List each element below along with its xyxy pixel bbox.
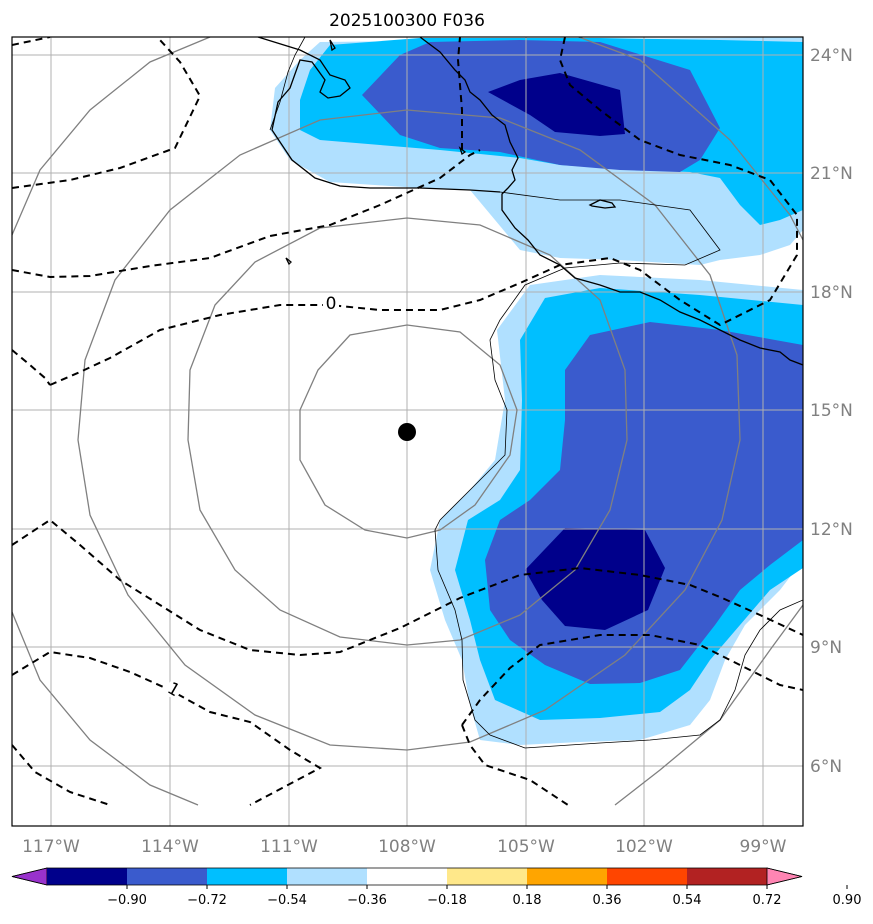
- coastline-mainland: [419, 37, 803, 366]
- colorbar-segment: [527, 868, 608, 885]
- colorbar-tick-label: 0.90: [833, 893, 862, 908]
- map-frame: [11, 36, 804, 827]
- dashed-contour-3: [12, 149, 481, 279]
- range-circle-5: [12, 611, 199, 806]
- colorbar-segment: [287, 868, 368, 885]
- colorbar-segment: [367, 868, 448, 885]
- dashed-contour-2: [12, 39, 202, 189]
- colorbar: −0.90 −0.72 −0.54 −0.36 −0.18 0.18 0.36 0.54 0.7…: [11, 867, 862, 908]
- dashed-contour-10: [461, 724, 569, 806]
- range-circle-3: [77, 109, 741, 751]
- dashed-contour-11: [12, 744, 111, 806]
- colorbar-extend-low: [11, 867, 48, 886]
- colorbar-tick-label: 0.72: [753, 893, 782, 908]
- contour-label-0: 0: [326, 294, 337, 314]
- colorbar-segment: [47, 868, 128, 885]
- colorbar-tick-label: 0.36: [593, 893, 622, 908]
- colorbar-tick-label: −0.90: [107, 893, 147, 908]
- lon-labels: 117°W 114°W 111°W 108°W 105°W 102°W 99°W: [22, 837, 787, 857]
- map-area: 0 1: [12, 37, 803, 826]
- lat-labels: 24°N 21°N 18°N 15°N 12°N 9°N 6°N: [810, 46, 853, 777]
- storm-center-marker: [398, 423, 416, 441]
- dashed-contour-1: [12, 37, 51, 46]
- shade-navy-south: [525, 528, 665, 630]
- lat-label: 18°N: [810, 283, 853, 303]
- range-circles: [12, 37, 803, 806]
- lon-label: 114°W: [141, 837, 199, 857]
- colorbar-tick-label: 0.54: [673, 893, 702, 908]
- lon-label: 99°W: [740, 837, 787, 857]
- dashed-contours: [12, 37, 803, 806]
- lat-label: 15°N: [810, 401, 853, 421]
- dashed-contour-9: [461, 634, 803, 726]
- colorbar-segment: [447, 868, 528, 885]
- contour-label-1-bg: [163, 677, 185, 701]
- colorbar-segment: [687, 868, 768, 885]
- outline-light-north: [439, 191, 721, 521]
- range-circle-inner: [299, 324, 518, 539]
- lon-label: 108°W: [378, 837, 436, 857]
- outline-light-south: [434, 519, 803, 749]
- colorbar-segment: [207, 868, 288, 885]
- dashed-contour-6: [12, 349, 51, 386]
- colorbar-tick-label: −0.54: [267, 893, 307, 908]
- lon-label: 105°W: [497, 837, 555, 857]
- coastline-baja: [257, 37, 501, 193]
- lat-label: 6°N: [810, 757, 842, 777]
- lat-label: 12°N: [810, 520, 853, 540]
- lon-label: 117°W: [22, 837, 80, 857]
- colorbar-segment: [607, 868, 688, 885]
- coastline-interior-west: [269, 37, 306, 131]
- lat-label: 24°N: [810, 46, 853, 66]
- colorbar-extend-high: [766, 867, 803, 886]
- lon-label: 102°W: [615, 837, 673, 857]
- lat-label: 21°N: [810, 164, 853, 184]
- coastline: [257, 37, 803, 749]
- figure-title: 2025100300 F036: [329, 11, 485, 31]
- dashed-contour-7: [12, 518, 803, 657]
- colorbar-segment: [127, 868, 208, 885]
- colorbar-tick-label: −0.18: [427, 893, 467, 908]
- colorbar-outline: [11, 867, 803, 886]
- colorbar-tick-label: −0.36: [347, 893, 387, 908]
- range-circle-2: [187, 217, 628, 646]
- colorbar-tick-label: 0.18: [513, 893, 542, 908]
- dashed-contour-5: [456, 37, 463, 150]
- lon-label: 111°W: [260, 837, 318, 857]
- contour-label-0-bg: [323, 294, 339, 312]
- dashed-contour-4: [49, 37, 798, 386]
- colorbar-tick-label: −0.72: [187, 893, 227, 908]
- coastline-islands: [285, 39, 617, 266]
- lat-label: 9°N: [810, 638, 842, 658]
- shade-navy-north: [488, 73, 625, 136]
- dashed-contour-8: [12, 650, 323, 806]
